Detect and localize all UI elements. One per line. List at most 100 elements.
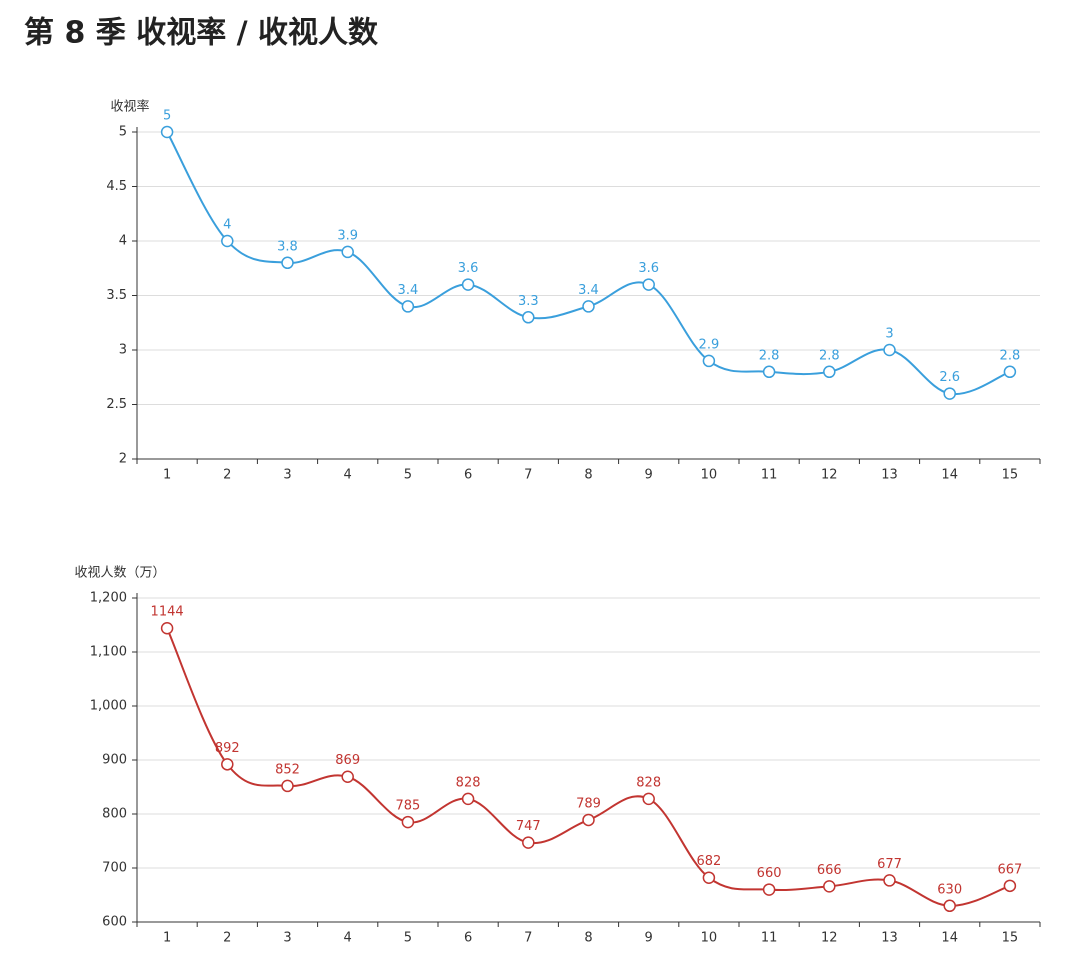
data-label: 1144 xyxy=(151,605,184,620)
y-tick-label: 4.5 xyxy=(106,179,127,194)
data-label: 747 xyxy=(516,819,541,834)
data-label: 2.6 xyxy=(939,370,960,385)
data-label: 3.6 xyxy=(458,261,479,276)
x-tick-label: 10 xyxy=(701,931,718,946)
point xyxy=(160,621,174,635)
data-label: 785 xyxy=(395,799,420,814)
x-tick-label: 8 xyxy=(584,931,592,946)
point xyxy=(823,880,836,893)
x-tick-label: 7 xyxy=(524,468,532,483)
point xyxy=(281,779,294,793)
y-tick-label: 700 xyxy=(102,861,127,876)
data-label: 3.4 xyxy=(578,283,599,298)
x-tick-label: 15 xyxy=(1002,931,1019,946)
y-axis-label: 收视人数（万） xyxy=(74,566,165,581)
x-tick-label: 14 xyxy=(941,468,958,483)
point xyxy=(221,758,234,771)
x-tick-label: 9 xyxy=(645,931,653,946)
data-label: 828 xyxy=(636,775,661,790)
x-tick-label: 6 xyxy=(464,468,472,483)
point xyxy=(943,387,956,400)
y-tick-label: 2 xyxy=(119,452,127,467)
point xyxy=(522,836,535,849)
data-label: 677 xyxy=(877,857,902,872)
data-label: 3.3 xyxy=(518,294,539,309)
data-label: 2.8 xyxy=(819,348,840,363)
y-tick-label: 1,200 xyxy=(90,591,127,606)
x-tick-label: 1 xyxy=(163,931,171,946)
page-title: 第 8 季 收视率 / 收视人数 xyxy=(24,16,379,51)
x-tick-label: 9 xyxy=(645,468,653,483)
y-tick-label: 5 xyxy=(119,125,127,140)
x-tick-label: 2 xyxy=(223,931,231,946)
data-label: 4 xyxy=(223,218,231,233)
point xyxy=(582,300,595,313)
point xyxy=(401,300,415,313)
data-label: 3.8 xyxy=(277,239,298,254)
x-tick-label: 10 xyxy=(701,468,718,483)
y-tick-label: 900 xyxy=(102,753,127,768)
point xyxy=(461,792,475,806)
data-label: 828 xyxy=(456,775,481,790)
data-label: 5 xyxy=(163,109,171,124)
x-tick-label: 4 xyxy=(344,931,352,946)
x-tick-label: 8 xyxy=(584,468,592,483)
point xyxy=(702,354,716,368)
x-tick-label: 6 xyxy=(464,931,472,946)
y-tick-label: 4 xyxy=(119,234,127,249)
x-tick-label: 11 xyxy=(761,468,778,483)
point xyxy=(883,874,896,887)
point xyxy=(642,792,655,806)
data-label: 682 xyxy=(696,854,721,869)
point xyxy=(702,871,716,884)
x-tick-label: 13 xyxy=(881,468,898,483)
data-label: 660 xyxy=(757,866,782,881)
data-label: 2.9 xyxy=(699,337,720,352)
x-tick-label: 1 xyxy=(163,468,171,483)
y-tick-label: 3 xyxy=(119,343,127,358)
data-label: 892 xyxy=(215,741,240,756)
point xyxy=(762,883,776,896)
point xyxy=(883,343,896,357)
point xyxy=(642,278,655,291)
x-tick-label: 2 xyxy=(223,468,231,483)
y-tick-label: 800 xyxy=(102,807,127,822)
data-label: 3.9 xyxy=(337,228,358,243)
x-tick-label: 3 xyxy=(283,931,291,946)
point xyxy=(160,125,174,139)
point xyxy=(221,234,234,248)
data-label: 2.8 xyxy=(759,348,780,363)
x-tick-label: 5 xyxy=(404,468,412,483)
data-label: 3 xyxy=(885,327,893,342)
point xyxy=(1003,365,1017,379)
point xyxy=(401,815,415,829)
point xyxy=(1003,879,1017,893)
y-tick-label: 1,100 xyxy=(90,645,127,660)
data-label: 630 xyxy=(937,882,962,897)
x-tick-label: 12 xyxy=(821,931,838,946)
x-tick-label: 14 xyxy=(941,931,958,946)
data-label: 666 xyxy=(817,863,842,878)
y-tick-label: 2.5 xyxy=(106,397,127,412)
point xyxy=(281,256,294,270)
y-tick-label: 600 xyxy=(102,915,127,930)
x-tick-label: 15 xyxy=(1002,468,1019,483)
data-label: 3.4 xyxy=(398,283,419,298)
x-tick-label: 13 xyxy=(881,931,898,946)
x-tick-label: 5 xyxy=(404,931,412,946)
point xyxy=(341,770,354,783)
y-axis-label: 收视率 xyxy=(110,99,149,115)
y-tick-label: 3.5 xyxy=(106,288,127,303)
y-tick-label: 1,000 xyxy=(90,699,127,714)
data-label: 789 xyxy=(576,796,601,811)
x-tick-label: 4 xyxy=(344,468,352,483)
data-label: 3.6 xyxy=(638,261,659,276)
point xyxy=(762,365,776,379)
point xyxy=(943,899,956,913)
x-tick-label: 3 xyxy=(283,468,291,483)
point xyxy=(522,311,535,324)
x-tick-label: 12 xyxy=(821,468,838,483)
data-label: 2.8 xyxy=(1000,348,1021,363)
